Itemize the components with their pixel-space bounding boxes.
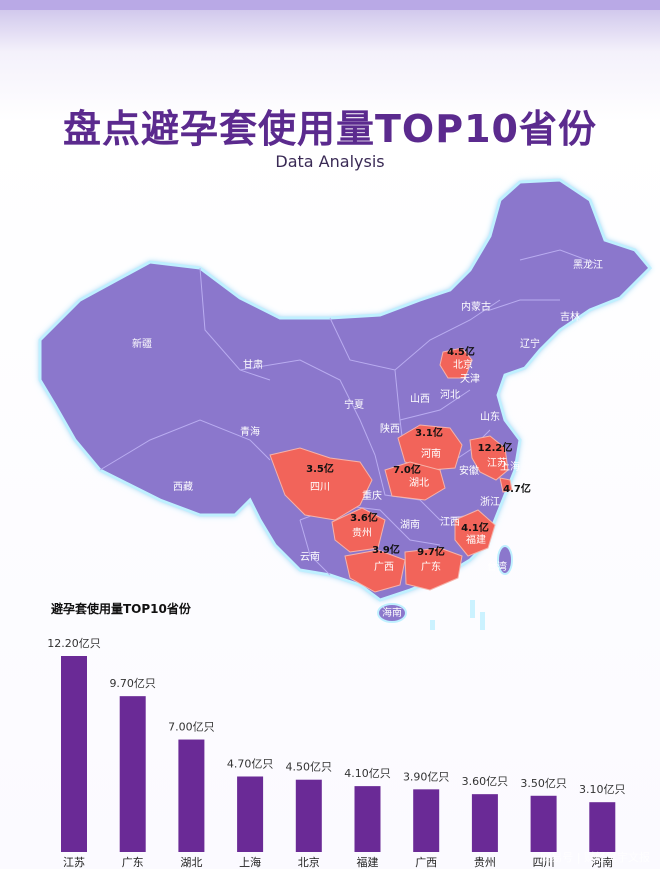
bar-value-label: 7.00亿只 bbox=[168, 721, 215, 734]
map-region-label: 西藏 bbox=[173, 481, 193, 493]
bar-value-label: 3.50亿只 bbox=[520, 777, 567, 790]
map-region-label: 湖北 bbox=[409, 477, 429, 489]
category-label: 上海 bbox=[239, 855, 261, 869]
map-region-label: 湖南 bbox=[400, 518, 420, 531]
map-region-label: 贵州 bbox=[352, 526, 372, 539]
chart-title: 避孕套使用量TOP10省份 bbox=[51, 602, 191, 616]
map-region-label: 内蒙古 bbox=[461, 300, 491, 313]
region-guangxi bbox=[344, 549, 406, 593]
map-region-label: 江西 bbox=[440, 516, 460, 528]
map-region-label: 青海 bbox=[240, 425, 260, 438]
map-region-label: 浙江 bbox=[480, 496, 500, 508]
bar-value-label: 4.50亿只 bbox=[286, 761, 333, 774]
map-region-label: 广东 bbox=[421, 560, 441, 573]
bar-value-label: 3.10亿只 bbox=[579, 783, 626, 796]
map-region-label: 陕西 bbox=[380, 422, 400, 435]
region-guizhou bbox=[331, 507, 386, 553]
map-region-label: 安徽 bbox=[459, 464, 479, 477]
map-region-label: 天津 bbox=[460, 373, 480, 385]
map-region-label: 宁夏 bbox=[344, 398, 364, 411]
bar-value-label: 4.10亿只 bbox=[344, 767, 391, 780]
bar bbox=[295, 779, 322, 852]
map-region-label: 山东 bbox=[480, 410, 500, 423]
region-sichuan bbox=[269, 447, 373, 521]
page-title: 盘点避孕套使用量TOP10省份 bbox=[63, 107, 597, 151]
category-label: 江苏 bbox=[63, 856, 85, 869]
map-region-label: 山西 bbox=[410, 393, 430, 405]
map-region-label: 黑龙江 bbox=[573, 258, 603, 271]
region-guangdong bbox=[404, 547, 463, 591]
category-label: 广东 bbox=[122, 856, 144, 869]
map-region-label: 新疆 bbox=[132, 337, 152, 350]
map-value-label: 3.9亿 bbox=[372, 543, 400, 556]
bar-value-label: 9.70亿只 bbox=[109, 677, 156, 690]
bar-value-label: 4.70亿只 bbox=[227, 757, 274, 770]
category-label: 贵州 bbox=[474, 856, 496, 869]
map-value-label: 12.2亿 bbox=[478, 441, 513, 454]
map-region-label: 江苏 bbox=[487, 456, 507, 469]
bar-value-label: 12.20亿只 bbox=[47, 637, 101, 650]
bar bbox=[119, 696, 146, 852]
category-label: 湖北 bbox=[180, 856, 202, 869]
map-value-label: 3.5亿 bbox=[306, 462, 334, 475]
region-beijing bbox=[439, 347, 473, 379]
region-jiangsu bbox=[469, 435, 509, 481]
bar bbox=[530, 795, 557, 852]
map-region-label: 河北 bbox=[440, 389, 460, 401]
bar-value-label: 3.90亿只 bbox=[403, 770, 450, 783]
bar-value-label: 3.60亿只 bbox=[462, 775, 509, 788]
map-value-label: 9.7亿 bbox=[417, 545, 445, 558]
map-value-label: 7.0亿 bbox=[393, 463, 421, 476]
map-region-label: 甘肃 bbox=[243, 358, 263, 371]
highlighted-provinces bbox=[269, 347, 513, 593]
bar bbox=[589, 802, 616, 852]
map-region-label: 河南 bbox=[421, 447, 441, 460]
category-label: 福建 bbox=[357, 855, 379, 869]
map-region-label: 台湾 bbox=[487, 560, 507, 573]
page-subtitle: Data Analysis bbox=[275, 152, 385, 171]
bar bbox=[471, 794, 498, 852]
bar bbox=[413, 789, 440, 852]
map-region-label: 重庆 bbox=[362, 489, 382, 502]
bar bbox=[178, 739, 205, 852]
region-hubei bbox=[384, 461, 446, 501]
bar bbox=[237, 776, 264, 852]
category-label: 河南 bbox=[591, 856, 613, 869]
map-region-label: 吉林 bbox=[560, 310, 580, 323]
top-band bbox=[0, 0, 660, 10]
map-value-label: 3.1亿 bbox=[415, 426, 443, 439]
map-value-label: 4.1亿 bbox=[461, 521, 489, 534]
category-label: 四川 bbox=[533, 856, 555, 869]
bar bbox=[354, 786, 381, 852]
map-region-label: 辽宁 bbox=[520, 337, 540, 350]
category-label: 广西 bbox=[415, 856, 437, 869]
region-taiwan bbox=[497, 545, 513, 575]
map-region-label: 上海 bbox=[500, 460, 520, 473]
map-region-label: 云南 bbox=[300, 550, 320, 563]
map-value-label: 4.5亿 bbox=[447, 345, 475, 358]
bar bbox=[61, 656, 87, 852]
south-sea-islands bbox=[430, 600, 485, 630]
map-region-label: 广西 bbox=[374, 561, 394, 573]
map-region-label: 福建 bbox=[466, 533, 486, 546]
region-hainan bbox=[377, 603, 407, 623]
region-fujian bbox=[454, 509, 496, 557]
map-region-label: 四川 bbox=[310, 482, 330, 493]
map-region-label: 北京 bbox=[453, 358, 473, 371]
category-label: 北京 bbox=[298, 855, 320, 869]
map-value-label: 3.6亿 bbox=[350, 511, 378, 524]
map-region-label: 海南 bbox=[382, 606, 402, 619]
region-shanghai bbox=[499, 477, 513, 493]
map-value-label: 4.7亿 bbox=[503, 482, 531, 495]
watermark: 网易号 | 财经冥宇文报 bbox=[540, 851, 650, 864]
